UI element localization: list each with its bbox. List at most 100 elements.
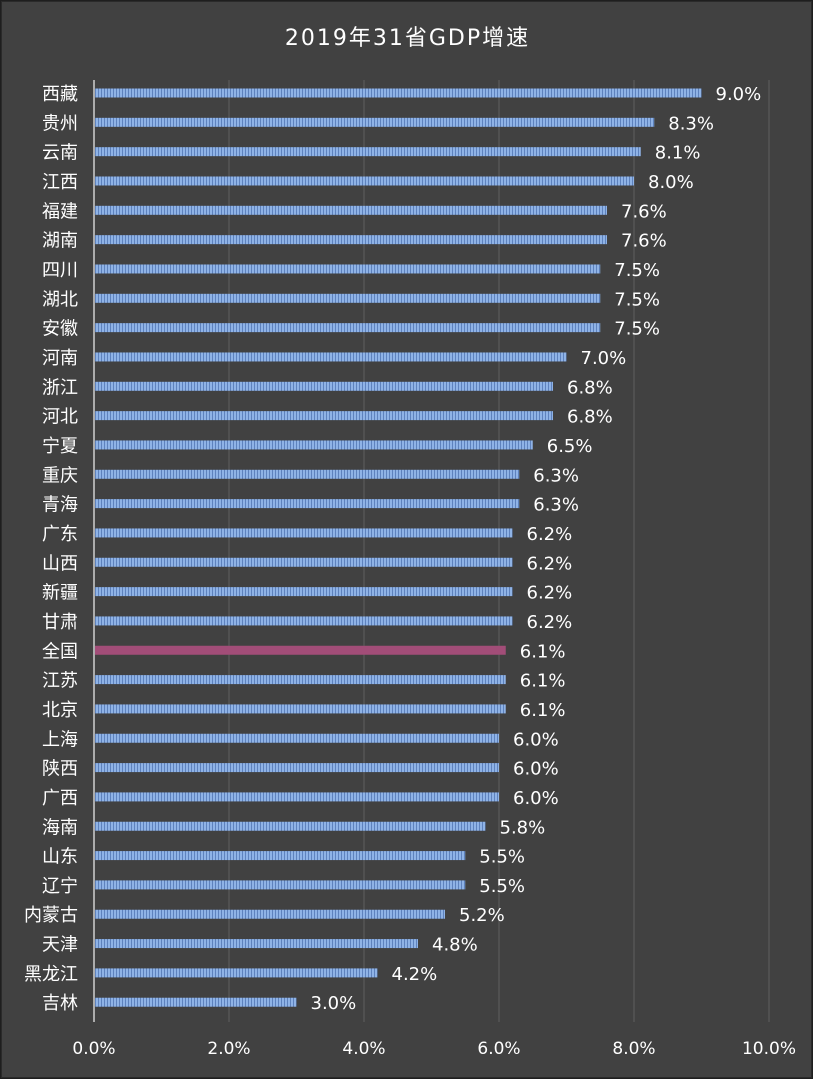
category-label: 青海 xyxy=(42,495,78,516)
bar xyxy=(95,821,486,831)
value-label: 9.0% xyxy=(716,84,762,105)
value-label: 8.3% xyxy=(668,113,714,134)
value-label: 6.1% xyxy=(520,641,566,662)
bar xyxy=(95,880,466,890)
category-label: 陕西 xyxy=(42,759,78,780)
bar-highlight xyxy=(95,645,506,655)
category-label: 新疆 xyxy=(42,583,78,604)
x-tick-label: 8.0% xyxy=(612,1039,655,1059)
value-label: 6.1% xyxy=(520,671,566,692)
category-label: 湖北 xyxy=(42,289,78,310)
bar xyxy=(95,792,499,802)
bar xyxy=(95,499,520,509)
value-label: 5.8% xyxy=(500,817,546,838)
category-label: 福建 xyxy=(42,201,78,222)
category-label: 辽宁 xyxy=(42,876,78,897)
category-label: 天津 xyxy=(42,935,78,956)
value-label: 4.2% xyxy=(392,964,438,985)
value-label: 6.2% xyxy=(527,612,573,633)
value-label: 4.8% xyxy=(432,935,478,956)
bar xyxy=(95,235,607,245)
x-tick-label: 6.0% xyxy=(477,1039,520,1059)
bar xyxy=(95,763,499,773)
bar xyxy=(95,557,513,567)
value-label: 7.6% xyxy=(621,201,667,222)
bar xyxy=(95,675,506,685)
category-label: 重庆 xyxy=(42,465,78,486)
category-label: 山西 xyxy=(42,553,78,574)
value-label: 7.5% xyxy=(614,319,660,340)
category-label: 北京 xyxy=(42,700,78,721)
value-label: 7.0% xyxy=(581,348,627,369)
value-label: 5.5% xyxy=(479,847,525,868)
value-label: 3.0% xyxy=(311,993,357,1014)
bar xyxy=(95,587,513,597)
x-tick-label: 10.0% xyxy=(742,1039,796,1059)
bar xyxy=(95,411,553,421)
value-label: 5.5% xyxy=(479,876,525,897)
category-label: 湖南 xyxy=(42,231,78,252)
bar xyxy=(95,704,506,714)
value-label: 6.2% xyxy=(527,553,573,574)
bar xyxy=(95,616,513,626)
category-label: 广东 xyxy=(42,524,78,545)
value-label: 6.2% xyxy=(527,524,573,545)
category-label: 黑龙江 xyxy=(24,964,78,985)
bar xyxy=(95,469,520,479)
bar xyxy=(95,176,634,186)
value-label: 6.0% xyxy=(513,788,559,809)
category-label: 江西 xyxy=(42,172,78,193)
x-tick-label: 2.0% xyxy=(207,1039,250,1059)
bar xyxy=(95,323,601,333)
category-label: 河南 xyxy=(42,348,78,369)
category-label: 四川 xyxy=(42,260,78,281)
x-tick-label: 4.0% xyxy=(342,1039,385,1059)
bar xyxy=(95,851,466,861)
value-label: 7.5% xyxy=(614,289,660,310)
bar xyxy=(95,939,418,949)
value-label: 6.2% xyxy=(527,583,573,604)
category-label: 安徽 xyxy=(42,319,78,340)
category-label: 广西 xyxy=(42,788,78,809)
value-label: 8.1% xyxy=(655,143,701,164)
value-label: 8.0% xyxy=(648,172,694,193)
bar xyxy=(95,909,445,919)
value-label: 6.0% xyxy=(513,759,559,780)
value-label: 5.2% xyxy=(459,905,505,926)
chart-title: 2019年31省GDP增速 xyxy=(284,26,531,51)
category-label: 宁夏 xyxy=(42,436,78,457)
bar xyxy=(95,968,378,978)
bar xyxy=(95,293,601,303)
value-label: 6.0% xyxy=(513,729,559,750)
category-label: 甘肃 xyxy=(42,612,78,633)
value-label: 6.1% xyxy=(520,700,566,721)
value-label: 6.3% xyxy=(533,495,579,516)
category-label: 江苏 xyxy=(42,671,78,692)
bar xyxy=(95,352,567,362)
bar xyxy=(95,205,607,215)
bar xyxy=(95,381,553,391)
value-label: 6.8% xyxy=(567,377,613,398)
category-label: 贵州 xyxy=(42,113,78,134)
category-label: 内蒙古 xyxy=(24,905,78,926)
x-tick-label: 0.0% xyxy=(72,1039,115,1059)
bar xyxy=(95,997,297,1007)
value-label: 7.6% xyxy=(621,231,667,252)
bar xyxy=(95,733,499,743)
category-label: 全国 xyxy=(42,641,78,662)
bar xyxy=(95,440,533,450)
bars xyxy=(95,88,702,1007)
category-label: 山东 xyxy=(42,847,78,868)
bar xyxy=(95,528,513,538)
value-label: 6.3% xyxy=(533,465,579,486)
category-label: 云南 xyxy=(42,143,78,164)
value-label: 7.5% xyxy=(614,260,660,281)
labels: 0.0% 2.0% 4.0% 6.0% 8.0% 10.0% 西藏 9.0% 贵州 8.3% 云南 8… xyxy=(24,84,796,1059)
bar xyxy=(95,88,702,98)
bar xyxy=(95,117,655,127)
category-label: 吉林 xyxy=(42,993,78,1014)
category-label: 海南 xyxy=(42,817,78,838)
category-label: 浙江 xyxy=(42,377,78,398)
bar xyxy=(95,264,601,274)
